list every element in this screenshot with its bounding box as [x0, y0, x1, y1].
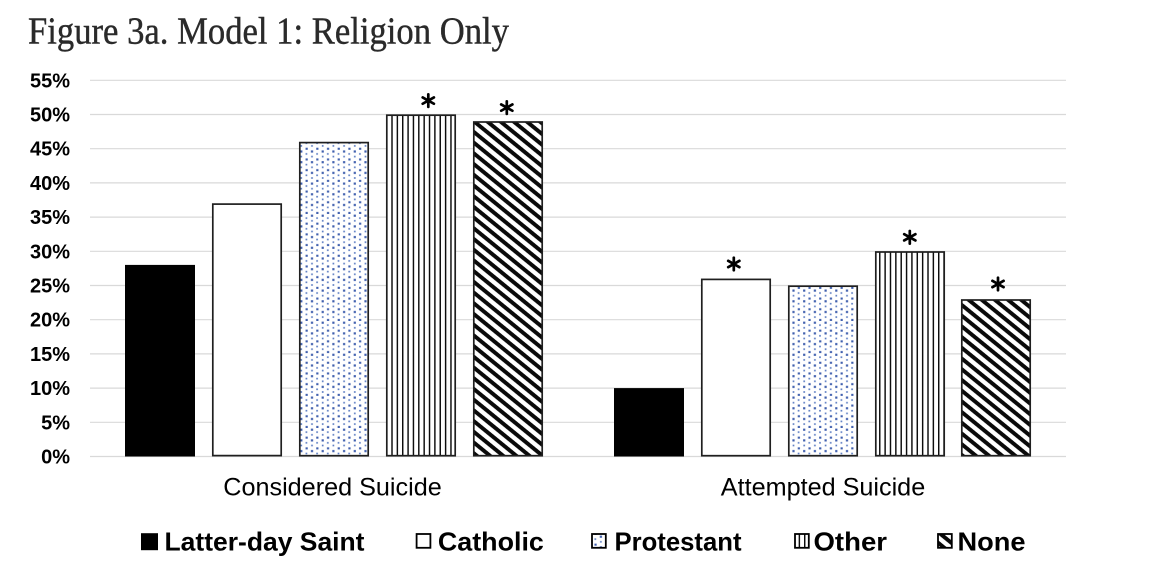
- svg-text:Attempted Suicide: Attempted Suicide: [721, 473, 925, 501]
- svg-text:10%: 10%: [30, 378, 70, 400]
- svg-text:Protestant: Protestant: [615, 527, 742, 557]
- svg-text:15%: 15%: [30, 344, 70, 366]
- svg-text:Considered Suicide: Considered Suicide: [223, 473, 441, 501]
- svg-text:Catholic: Catholic: [438, 527, 544, 557]
- svg-text:55%: 55%: [30, 70, 70, 92]
- svg-text:Figure 3a. Model 1: Religion O: Figure 3a. Model 1: Religion Only: [28, 10, 509, 52]
- svg-text:25%: 25%: [30, 276, 70, 298]
- svg-text:0%: 0%: [41, 447, 70, 469]
- svg-text:20%: 20%: [30, 310, 70, 332]
- svg-text:Latter-day Saint: Latter-day Saint: [165, 527, 365, 557]
- svg-text:35%: 35%: [30, 207, 70, 229]
- svg-text:30%: 30%: [30, 241, 70, 263]
- svg-text:45%: 45%: [30, 139, 70, 161]
- svg-text:5%: 5%: [41, 412, 70, 434]
- svg-text:Other: Other: [814, 527, 888, 557]
- svg-text:None: None: [958, 527, 1026, 557]
- svg-text:40%: 40%: [30, 173, 70, 195]
- svg-text:50%: 50%: [30, 105, 70, 127]
